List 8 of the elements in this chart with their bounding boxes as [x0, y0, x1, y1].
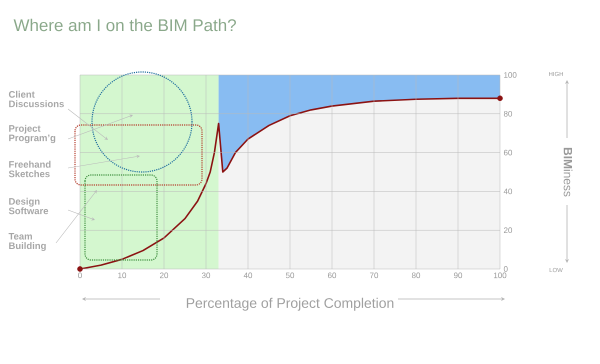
- y-axis-title: BIMiness: [564, 148, 572, 196]
- text: Client Discussions: [8, 90, 64, 108]
- text: Freehand Sketches: [8, 160, 50, 178]
- text: Design Software: [8, 198, 48, 214]
- text: Project Program’g: [9, 124, 56, 144]
- chart-title: Where am I on the BIM Path?: [14, 18, 236, 32]
- x-axis-title: Percentage of Project Completion: [186, 298, 394, 311]
- text: Team Building: [8, 233, 46, 251]
